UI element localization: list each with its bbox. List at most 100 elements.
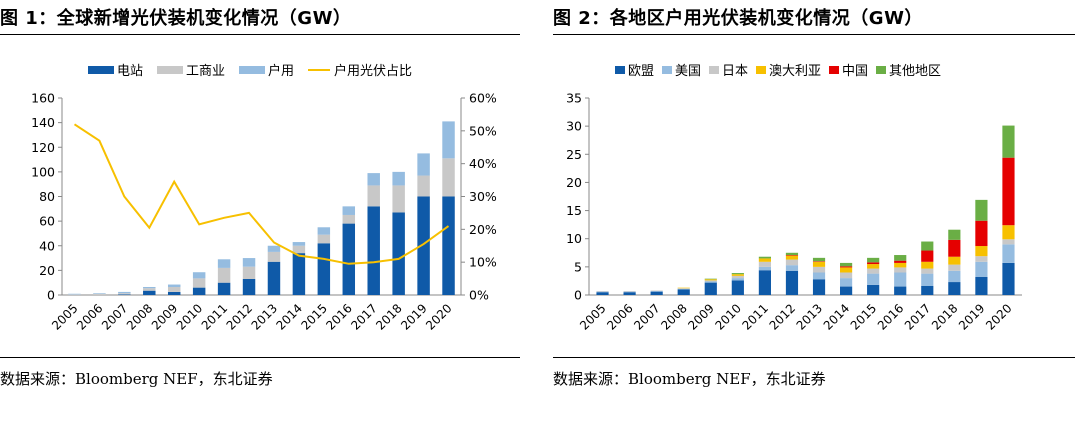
figure-1-source-rule <box>0 357 520 358</box>
bar-segment <box>812 261 826 262</box>
bar-segment <box>704 282 717 295</box>
x-tick-label: 2013 <box>794 301 825 332</box>
legend-label: 其他地区 <box>889 64 941 79</box>
x-tick-label: 2010 <box>174 301 205 332</box>
bar-segment <box>894 267 907 273</box>
bar-segment <box>623 291 636 292</box>
x-tick-label: 2007 <box>99 301 130 332</box>
bar-segment <box>812 261 826 267</box>
x-tick-label: 2019 <box>398 301 429 332</box>
y-tick-label: 5 <box>574 259 582 274</box>
figure-2-chart: 0510152025303520052006200720082009201020… <box>566 63 1022 333</box>
x-tick-label: 2017 <box>348 301 379 332</box>
legend-swatch <box>876 66 886 74</box>
line-series-share <box>73 123 450 265</box>
bar-segment <box>948 239 961 257</box>
bar-segment <box>812 279 826 295</box>
legend-label: 工商业 <box>186 64 225 79</box>
bar-segment <box>1002 225 1015 240</box>
figure-2-title-rule <box>553 34 1075 35</box>
bar-segment <box>292 242 306 246</box>
bar-segment <box>894 260 907 263</box>
bar-segment <box>785 270 799 295</box>
bar-segment <box>758 258 771 262</box>
bar-segment <box>442 121 455 159</box>
y-tick-label: 20 <box>566 175 582 190</box>
legend-swatch <box>157 66 183 74</box>
bar-segment <box>342 223 356 295</box>
bar-segment <box>392 185 405 213</box>
bar-segment <box>975 261 988 277</box>
bar-segment <box>867 257 880 263</box>
bar-segment <box>442 196 455 295</box>
bar-segment <box>785 255 799 260</box>
bar-segment <box>118 293 131 295</box>
figure-1-title-rule <box>0 34 520 35</box>
x-tick-label: 2018 <box>929 301 960 332</box>
bar-segment <box>242 258 256 267</box>
y2-tick-label: 0% <box>469 288 489 303</box>
x-tick-label: 2020 <box>423 301 454 332</box>
bar-segment <box>167 286 181 292</box>
figure-1-title: 图 1：全球新增光伏装机变化情况（GW） <box>0 8 352 29</box>
bar-segment <box>840 266 853 268</box>
legend-label: 中国 <box>842 64 868 79</box>
x-tick-label: 2007 <box>631 301 662 332</box>
bar-segment <box>894 255 907 261</box>
bar-segment <box>758 266 771 271</box>
bar-segment <box>392 212 405 295</box>
bar-segment <box>921 261 934 269</box>
bar-segment <box>785 255 799 256</box>
bar-segment <box>975 199 988 221</box>
y2-tick-label: 60% <box>469 91 497 106</box>
bar-segment <box>267 251 281 262</box>
legend-swatch <box>615 66 625 74</box>
y-tick-label: 80 <box>39 189 55 204</box>
bar-segment <box>1002 157 1015 226</box>
legend-swatch <box>88 66 114 74</box>
y2-tick-label: 40% <box>469 156 497 171</box>
bar-segment <box>785 265 799 271</box>
bar-segment <box>242 278 256 295</box>
figure-1-source: 数据来源：Bloomberg NEF，东北证券 <box>0 370 273 388</box>
bar-segment <box>167 284 181 287</box>
legend-label: 电站 <box>117 64 143 79</box>
x-tick-label: 2016 <box>875 301 906 332</box>
bar-segment <box>650 291 663 292</box>
bar-segment <box>812 257 826 262</box>
figure-2-source-rule <box>553 357 1075 358</box>
bar-segment <box>840 286 853 295</box>
bar-segment <box>731 275 744 279</box>
bar-segment <box>975 276 988 295</box>
bar-segment <box>267 261 281 295</box>
bar-segment <box>704 279 717 281</box>
x-tick-label: 2019 <box>956 301 987 332</box>
bar-segment <box>867 264 880 269</box>
bar-segment <box>342 206 356 215</box>
bar-segment <box>242 266 256 279</box>
bar-segment <box>704 281 717 283</box>
bar-segment <box>1002 262 1015 295</box>
bar-segment <box>342 214 356 224</box>
x-tick-label: 2010 <box>712 301 743 332</box>
bar-segment <box>118 291 131 294</box>
bar-segment <box>68 294 81 295</box>
y-tick-label: 15 <box>566 203 582 218</box>
x-tick-label: 2018 <box>373 301 404 332</box>
bar-segment <box>975 246 988 257</box>
x-tick-label: 2013 <box>249 301 280 332</box>
legend-label: 户用光伏占比 <box>334 63 412 79</box>
y2-tick-label: 20% <box>469 222 497 237</box>
x-tick-label: 2014 <box>821 301 852 332</box>
bar-segment <box>948 229 961 240</box>
bar-segment <box>292 253 306 295</box>
x-tick-label: 2006 <box>604 301 635 332</box>
bar-segment <box>812 266 826 273</box>
y2-tick-label: 10% <box>469 255 497 270</box>
bar-segment <box>143 290 156 295</box>
x-tick-label: 2011 <box>199 301 230 332</box>
bar-segment <box>192 278 206 288</box>
x-tick-label: 2005 <box>577 301 608 332</box>
bar-segment <box>267 245 281 252</box>
bar-segment <box>731 274 744 276</box>
